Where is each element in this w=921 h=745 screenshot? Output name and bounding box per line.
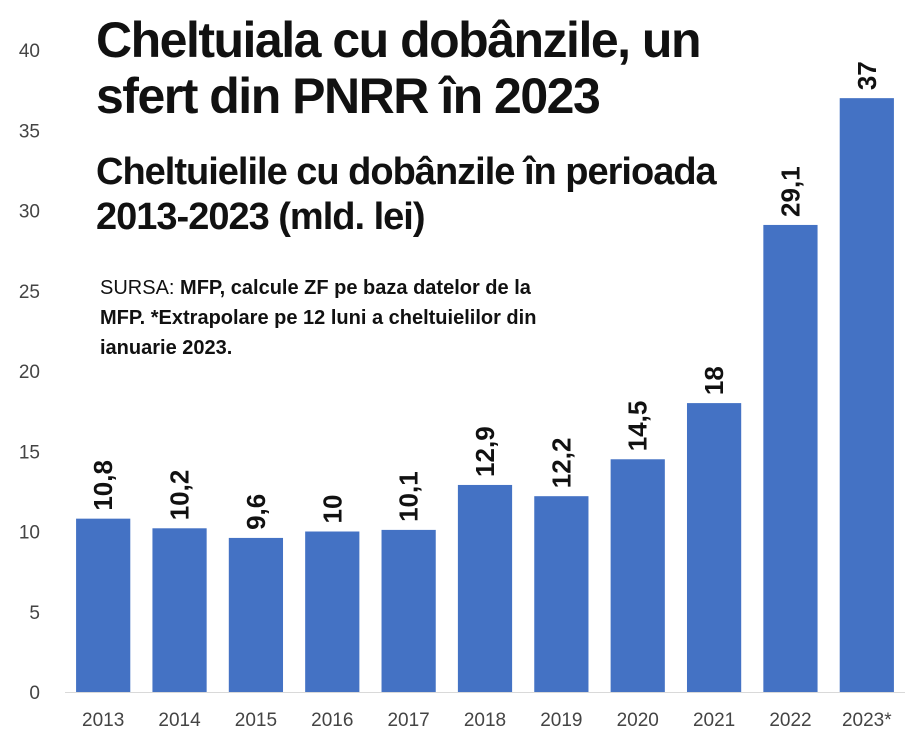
- bar: [76, 518, 131, 692]
- data-label: 37: [852, 61, 882, 90]
- y-tick-label: 35: [19, 121, 40, 142]
- data-label: 14,5: [623, 401, 653, 452]
- data-label: 18: [699, 366, 729, 395]
- x-tick-label: 2023*: [842, 710, 892, 731]
- bar: [839, 98, 894, 692]
- y-tick-label: 20: [19, 362, 40, 383]
- bar: [534, 496, 589, 692]
- x-tick-label: 2017: [387, 710, 429, 731]
- y-tick-label: 5: [29, 603, 40, 624]
- x-tick-label: 2019: [540, 710, 582, 731]
- data-label: 10: [317, 495, 347, 524]
- x-tick-label: 2016: [311, 710, 353, 731]
- y-tick-label: 25: [19, 282, 40, 303]
- chart-subtitle: Cheltuielile cu dobânzile în perioada 20…: [96, 151, 717, 238]
- data-label: 12,9: [470, 426, 500, 477]
- y-tick-label: 30: [19, 202, 40, 223]
- bar: [686, 403, 742, 692]
- x-tick-label: 2022: [769, 710, 811, 731]
- data-label: 9,6: [241, 494, 271, 530]
- y-tick-label: 0: [29, 683, 40, 704]
- bar: [763, 224, 818, 692]
- bar: [305, 531, 360, 692]
- bar: [610, 459, 665, 692]
- bar: [381, 529, 436, 692]
- x-tick-label: 2021: [693, 710, 735, 731]
- bar: [457, 484, 513, 692]
- x-axis: 2013 2014 2015 2016 2017 2018 2019 2020 2021 2022…: [82, 710, 892, 731]
- x-tick-label: 2014: [158, 710, 201, 731]
- data-label: 10,2: [165, 470, 195, 521]
- y-tick-label: 40: [19, 41, 40, 62]
- y-axis: 0 5 10 15 20 25 30 35 40: [19, 41, 40, 704]
- data-label: 10,8: [88, 460, 118, 511]
- data-label: 10,1: [394, 471, 424, 522]
- source-label: SURSA:: [100, 277, 175, 299]
- x-tick-label: 2020: [617, 710, 659, 731]
- x-tick-label: 2013: [82, 710, 124, 731]
- data-label: 12,2: [546, 438, 576, 489]
- y-tick-label: 15: [19, 442, 40, 463]
- bars: 10,8 10,2 9,6 10 10,1 12,9 12,2 14,5 18 29,1 37: [76, 61, 894, 692]
- bar: [152, 528, 207, 692]
- source-note: SURSA: MFP, calcule ZF pe baza datelor d…: [100, 273, 570, 363]
- data-label: 29,1: [775, 166, 805, 217]
- bar: [228, 537, 284, 692]
- y-tick-label: 10: [19, 523, 40, 544]
- x-tick-label: 2018: [464, 710, 506, 731]
- chart-title: Cheltuiala cu dobânzile, un sfert din PN…: [96, 12, 702, 124]
- source-text: MFP, calcule ZF pe baza datelor de la MF…: [100, 277, 537, 359]
- x-tick-label: 2015: [235, 710, 277, 731]
